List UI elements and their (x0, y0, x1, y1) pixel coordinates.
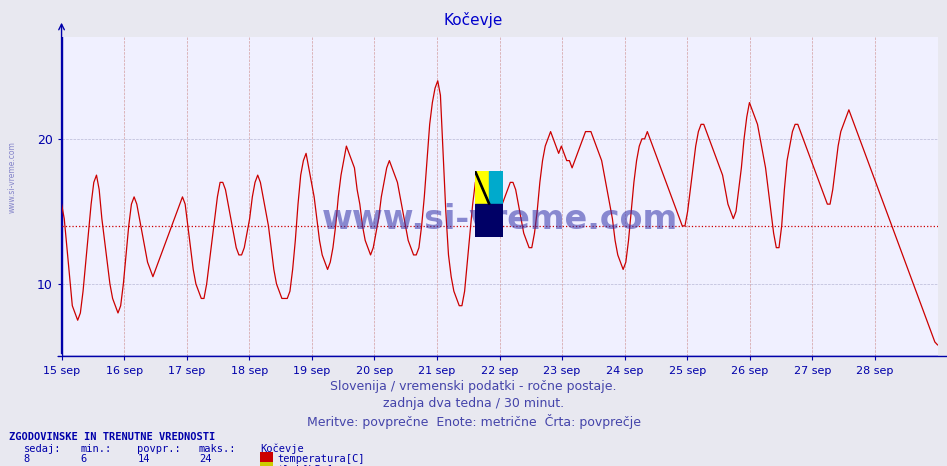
Text: povpr.:: povpr.: (137, 444, 181, 453)
Text: Slovenija / vremenski podatki - ročne postaje.: Slovenija / vremenski podatki - ročne po… (331, 380, 616, 393)
Text: www.si-vreme.com: www.si-vreme.com (321, 203, 678, 236)
Text: 14: 14 (137, 454, 150, 464)
Polygon shape (474, 204, 503, 237)
Polygon shape (474, 171, 489, 204)
Text: zadnja dva tedna / 30 minut.: zadnja dva tedna / 30 minut. (383, 397, 564, 410)
Text: temperatura[C]: temperatura[C] (277, 454, 365, 464)
Text: Meritve: povprečne  Enote: metrične  Črta: povprečje: Meritve: povprečne Enote: metrične Črta:… (307, 414, 640, 429)
Text: Kočevje: Kočevje (444, 12, 503, 27)
Text: min.:: min.: (80, 444, 112, 453)
Text: -nan: -nan (80, 464, 105, 466)
Text: 8: 8 (24, 454, 30, 464)
Text: -nan: -nan (137, 464, 162, 466)
Text: maks.:: maks.: (199, 444, 237, 453)
Text: sedaj:: sedaj: (24, 444, 62, 453)
Text: -nan: -nan (24, 464, 48, 466)
Text: 6: 6 (80, 454, 87, 464)
Polygon shape (489, 171, 503, 204)
Text: tlak[hPa]: tlak[hPa] (277, 464, 333, 466)
Text: www.si-vreme.com: www.si-vreme.com (8, 141, 17, 213)
Text: ZGODOVINSKE IN TRENUTNE VREDNOSTI: ZGODOVINSKE IN TRENUTNE VREDNOSTI (9, 432, 216, 442)
Text: Kočevje: Kočevje (260, 444, 304, 454)
Text: 24: 24 (199, 454, 211, 464)
Polygon shape (474, 171, 490, 204)
Text: -nan: -nan (199, 464, 223, 466)
